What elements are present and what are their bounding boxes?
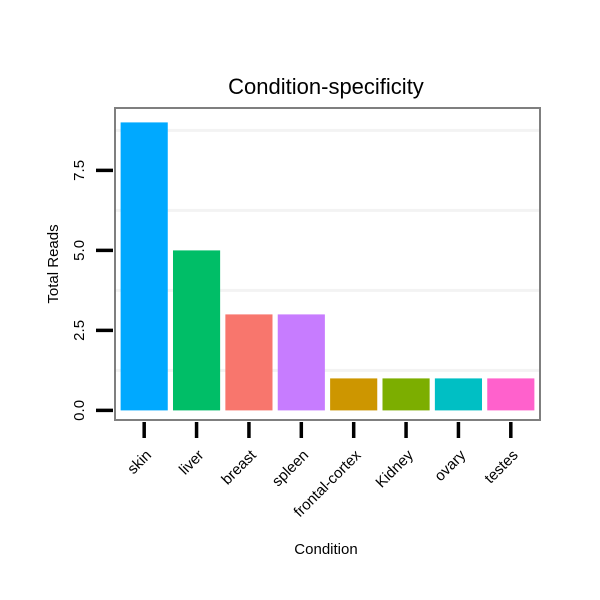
x-tick-label: Kidney	[372, 446, 417, 491]
x-tick-label: breast	[218, 446, 260, 488]
bar	[172, 250, 221, 411]
x-tick-label: liver	[176, 447, 207, 478]
bar	[330, 378, 378, 411]
bar	[434, 378, 483, 411]
y-tick-label: 2.5	[71, 320, 88, 341]
x-tick-label: spleen	[269, 447, 312, 490]
bar	[382, 378, 430, 411]
y-tick-label: 0.0	[71, 400, 88, 421]
y-axis-title: Total Reads	[45, 224, 62, 303]
bar	[120, 122, 168, 411]
bar	[277, 314, 325, 411]
y-tick-label: 5.0	[71, 240, 88, 261]
bar	[487, 378, 535, 411]
x-tick-label: testes	[481, 447, 521, 487]
y-tick-label: 7.5	[71, 160, 88, 181]
x-axis-title: Condition	[294, 541, 357, 558]
x-tick-label: skin	[124, 447, 155, 478]
chart-title: Condition-specificity	[228, 74, 424, 99]
x-tick-label: ovary	[431, 446, 469, 484]
bar	[225, 314, 273, 411]
